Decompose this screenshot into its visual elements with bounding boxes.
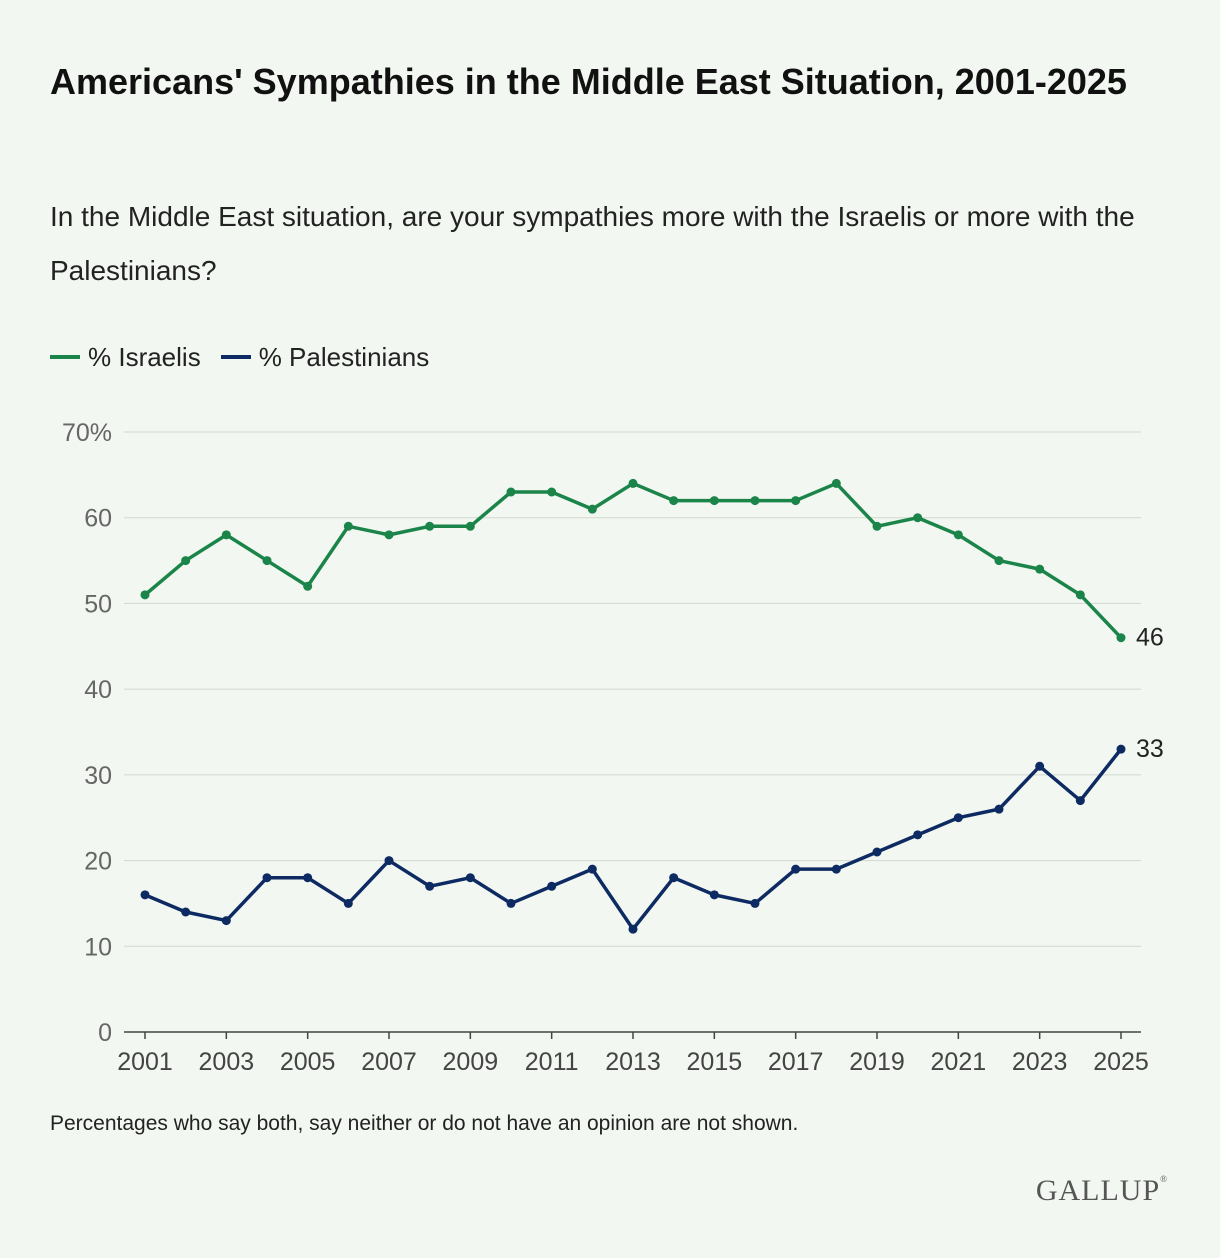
gallup-logo-text: GALLUP: [1035, 1174, 1161, 1207]
data-point-palestinians: [303, 873, 313, 883]
data-point-palestinians: [547, 881, 557, 891]
data-point-palestinians: [913, 830, 923, 840]
data-point-israelis: [628, 478, 638, 488]
data-point-israelis: [669, 496, 679, 506]
data-point-israelis: [506, 487, 516, 497]
legend: % Israelis % Palestinians: [50, 340, 449, 374]
data-point-palestinians: [831, 864, 841, 874]
data-point-palestinians: [262, 873, 272, 883]
data-point-palestinians: [140, 890, 150, 900]
data-point-palestinians: [1075, 796, 1085, 806]
legend-swatch-palestinians: [220, 355, 251, 359]
data-point-israelis: [425, 521, 435, 531]
data-point-palestinians: [994, 804, 1004, 814]
data-point-israelis: [547, 487, 557, 497]
data-point-israelis: [587, 504, 597, 514]
x-tick-label: 2005: [280, 1048, 336, 1076]
data-point-palestinians: [628, 924, 638, 934]
data-point-palestinians: [384, 856, 394, 866]
data-point-israelis: [343, 521, 353, 531]
end-label-israelis: 46: [1136, 624, 1164, 652]
y-tick-label: 20: [84, 848, 112, 876]
data-point-israelis: [140, 590, 150, 600]
data-point-palestinians: [953, 813, 963, 823]
data-point-israelis: [913, 513, 923, 523]
data-point-israelis: [181, 556, 191, 566]
x-tick-label: 2001: [117, 1048, 173, 1076]
data-point-israelis: [1116, 633, 1126, 643]
legend-swatch-israelis: [50, 355, 80, 359]
data-point-israelis: [791, 496, 801, 506]
legend-label-israelis: % Israelis: [88, 341, 201, 372]
data-point-israelis: [262, 556, 272, 566]
x-tick-label: 2017: [768, 1048, 824, 1076]
y-tick-label: 40: [84, 676, 112, 704]
data-point-israelis: [465, 521, 475, 531]
y-tick-label: 50: [84, 590, 112, 618]
chart-title: Americans' Sympathies in the Middle East…: [50, 61, 1127, 102]
data-point-israelis: [303, 581, 313, 591]
data-point-palestinians: [1035, 761, 1045, 771]
data-point-israelis: [221, 530, 231, 540]
registered-mark: ®: [1160, 1174, 1168, 1184]
y-tick-label: 70%: [62, 419, 112, 447]
chart-subtitle: In the Middle East situation, are your s…: [50, 201, 1135, 286]
y-tick-label: 0: [98, 1019, 112, 1047]
x-tick-label: 2019: [849, 1048, 905, 1076]
x-tick-label: 2015: [687, 1048, 743, 1076]
x-tick-label: 2023: [1012, 1048, 1068, 1076]
data-point-israelis: [831, 478, 841, 488]
line-chart: 0 10 20 30 40 50 60 70% 2001 2003 2005 2007 2009 2011…: [62, 419, 1164, 1076]
legend-item-israelis: % Israelis: [50, 342, 201, 373]
data-point-palestinians: [587, 864, 597, 874]
x-tick-label: 2007: [361, 1048, 417, 1076]
x-tick-label: 2011: [525, 1048, 579, 1076]
x-tick-label: 2003: [199, 1048, 255, 1076]
series-line-palestinians: [143, 747, 1123, 931]
y-tick-label: 30: [84, 762, 112, 790]
data-point-palestinians: [872, 847, 882, 857]
series-line-israelis: [143, 481, 1123, 640]
data-point-israelis: [994, 556, 1004, 566]
data-point-israelis: [872, 521, 882, 531]
data-point-israelis: [384, 530, 394, 540]
data-point-israelis: [1075, 590, 1085, 600]
data-point-palestinians: [791, 864, 801, 874]
data-point-palestinians: [221, 916, 231, 926]
y-tick-label: 10: [84, 933, 112, 961]
data-point-israelis: [953, 530, 963, 540]
x-tick-label: 2013: [605, 1048, 661, 1076]
data-point-palestinians: [1116, 744, 1126, 754]
data-point-palestinians: [506, 898, 516, 908]
legend-item-palestinians: % Palestinians: [220, 341, 430, 373]
x-tick-label: 2025: [1093, 1048, 1149, 1076]
end-label-palestinians: 33: [1136, 735, 1164, 763]
data-point-palestinians: [425, 881, 435, 891]
chart-note: Percentages who say both, say neither or…: [50, 1112, 799, 1135]
data-point-israelis: [709, 496, 719, 506]
data-point-palestinians: [465, 873, 475, 883]
data-point-palestinians: [669, 873, 679, 883]
data-point-israelis: [750, 496, 760, 506]
data-point-palestinians: [750, 898, 760, 908]
legend-label-palestinians: % Palestinians: [258, 341, 430, 372]
gallup-logo: GALLUP®: [1036, 1174, 1168, 1208]
data-point-palestinians: [181, 907, 191, 917]
data-point-israelis: [1035, 564, 1045, 574]
data-point-palestinians: [709, 890, 719, 900]
x-tick-label: 2021: [931, 1048, 987, 1076]
data-point-palestinians: [343, 898, 353, 908]
y-tick-label: 60: [84, 505, 112, 533]
x-tick-label: 2009: [443, 1048, 499, 1076]
